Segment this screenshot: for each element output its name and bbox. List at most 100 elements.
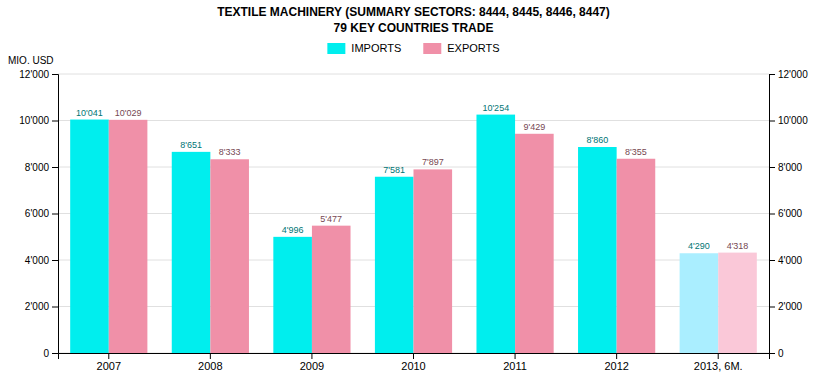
tick-label: 6'000 [778,208,803,219]
data-label: 10'041 [76,108,103,118]
tick-label: 2011 [503,360,527,372]
axis-line [770,75,776,354]
y2-tick: 10'000 [769,115,808,126]
y-tick: 4'000 [25,255,58,266]
tick-label: 6'000 [25,208,50,219]
data-label: 4'318 [727,241,749,251]
tick-mark [52,260,58,261]
x-axis: 2007 2008 2009 2010 2011 2012 2013, 6M. [59,353,770,372]
tick-label: 12'000 [19,69,49,80]
legend-label: EXPORTS [447,42,499,54]
tick-mark [769,121,775,122]
tick-mark [52,74,58,75]
bar [578,147,617,353]
tick-mark [616,353,617,359]
tick-mark [210,353,211,359]
tick-label: 0 [778,348,784,359]
y-tick: 0 [43,348,58,359]
legend-swatch [423,43,441,54]
y-tick: 8'000 [25,162,58,173]
tick-label: 2013, 6M. [694,360,743,372]
tick-label: 0 [43,348,49,359]
tick-label: 2'000 [778,301,803,312]
x-tick: 2009 [300,353,324,372]
x-tick: 2012 [604,353,628,372]
bar [414,169,453,353]
tick-mark [52,353,58,354]
tick-label: 12'000 [778,69,808,80]
tick-mark [515,353,516,359]
y2-axis: 0 2'000 4'000 6'000 8'000 10'000 12'000 [769,69,808,359]
tick-label: 2007 [97,360,121,372]
y-tick: 10'000 [19,115,58,126]
legend-label: IMPORTS [351,42,401,54]
grid-line [58,120,769,121]
data-label: 8'355 [625,147,647,157]
y2-tick: 6'000 [769,208,803,219]
y2-tick: 2'000 [769,301,803,312]
bar [375,177,414,353]
legend-swatch [327,43,345,54]
x-tick: 2013, 6M. [694,353,743,372]
data-label: 8'333 [219,147,241,157]
tick-label: 8'000 [25,162,50,173]
chart-container: TEXTILE MACHINERY (SUMMARY SECTORS: 8444… [0,0,827,383]
subtitle: 79 KEY COUNTRIES TRADE [334,21,494,35]
tick-mark [108,353,109,359]
bar-series [109,120,757,353]
tick-label: 4'000 [778,255,803,266]
tick-mark [52,307,58,308]
tick-label: 2009 [300,360,324,372]
bar [312,226,351,353]
bar-series [70,115,718,353]
tick-mark [311,353,312,359]
bar [70,120,109,353]
y2-tick: 4'000 [769,255,803,266]
bar [172,152,211,353]
x-tick: 2011 [503,353,527,372]
data-label: 7'897 [422,157,444,167]
y2-tick: 8'000 [769,162,803,173]
title: TEXTILE MACHINERY (SUMMARY SECTORS: 8444… [217,5,610,19]
axis-line [52,75,59,354]
data-label: 10'029 [115,108,142,118]
grid-line [58,74,769,75]
bar [210,159,249,353]
tick-mark [718,353,719,359]
x-tick: 2007 [97,353,121,372]
data-label: 4'290 [688,241,710,251]
data-label: 8'651 [180,140,202,150]
data-label: 7'581 [383,165,405,175]
tick-mark [769,307,775,308]
data-label: 9'429 [523,122,545,132]
chart-svg: TEXTILE MACHINERY (SUMMARY SECTORS: 8444… [0,0,827,383]
bar [476,115,515,353]
tick-mark [769,167,775,168]
legend-item: EXPORTS [423,42,499,54]
data-label: 8'860 [586,135,608,145]
tick-mark [769,74,775,75]
y-tick: 12'000 [19,69,58,80]
tick-mark [769,214,775,215]
tick-label: 10'000 [778,115,808,126]
y2-tick: 12'000 [769,69,808,80]
bar [617,159,656,353]
tick-label: 2012 [604,360,628,372]
x-tick: 2010 [401,353,425,372]
y-tick: 6'000 [25,208,58,219]
bar [109,120,148,353]
data-label: 10'254 [482,103,509,113]
tick-label: 8'000 [778,162,803,173]
bar [680,253,719,353]
data-labels: 10'041 8'651 4'996 7'581 10'254 8'860 4'290 10'… [76,103,748,252]
y2-tick: 0 [769,348,784,359]
tick-mark [52,214,58,215]
bar [718,253,757,353]
tick-label: 10'000 [19,115,49,126]
tick-mark [52,167,58,168]
data-label: 4'996 [282,225,304,235]
tick-mark [769,260,775,261]
tick-label: 2008 [198,360,222,372]
legend-item: IMPORTS [327,42,401,54]
tick-mark [413,353,414,359]
